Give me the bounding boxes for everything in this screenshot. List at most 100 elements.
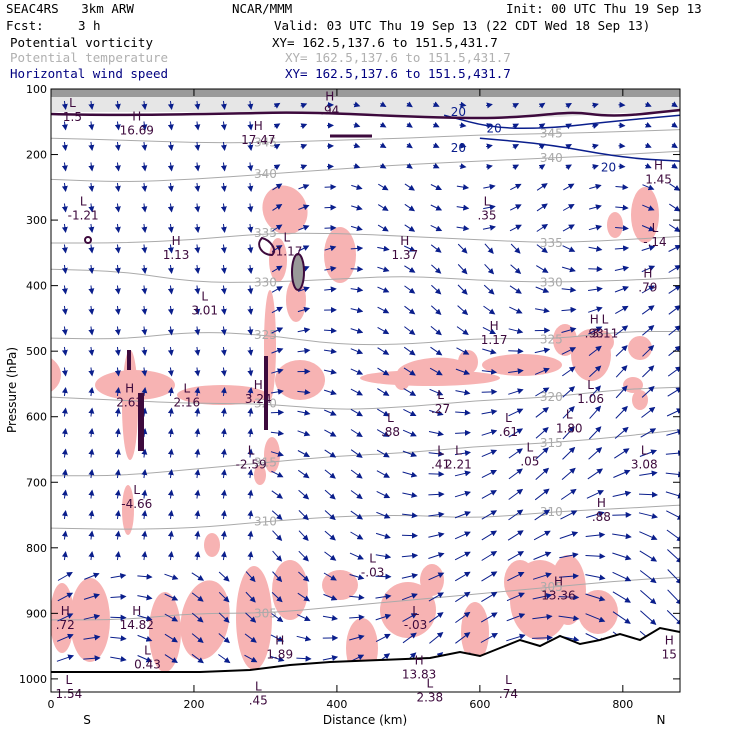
wind-vector <box>349 574 365 580</box>
wind-vector <box>536 265 549 273</box>
wind-vector <box>271 306 283 314</box>
pv-positive-fill <box>272 560 308 620</box>
wind-vector <box>194 551 201 561</box>
wind-vector <box>61 448 68 458</box>
wind-vector <box>271 490 284 499</box>
wind-vector <box>350 531 364 540</box>
wind-vector <box>57 572 73 581</box>
wind-vector <box>220 346 227 356</box>
wind-vector <box>167 448 174 458</box>
wind-vector <box>668 285 680 294</box>
pv-positive-fill <box>51 358 61 392</box>
wind-vector <box>61 182 68 192</box>
wind-vector <box>588 224 603 231</box>
wind-vector <box>247 162 254 172</box>
wind-vector <box>379 101 387 107</box>
wind-vector <box>167 469 174 479</box>
pv-extremum-value: 14.82 <box>120 618 154 632</box>
wind-vector <box>322 655 339 661</box>
wind-vector <box>141 489 148 499</box>
wind-vector <box>455 409 471 416</box>
wind-vector <box>220 162 227 172</box>
wind-vector <box>141 367 148 377</box>
wind-vector <box>88 530 95 540</box>
wind-vector <box>533 551 552 560</box>
wind-vector <box>220 530 227 540</box>
wind-vector <box>534 347 551 354</box>
wind-vector <box>141 407 148 417</box>
wind-vector <box>428 491 445 498</box>
wind-vector <box>508 509 524 521</box>
wind-vector <box>614 426 629 439</box>
wind-vector <box>114 223 121 233</box>
pv-extremum-marker: L <box>255 680 262 694</box>
wind-vector <box>194 162 201 172</box>
wind-vector <box>506 592 525 602</box>
wind-vector <box>641 225 655 232</box>
wind-vector <box>565 103 572 109</box>
wind-vector <box>194 305 201 315</box>
wind-vector <box>247 387 254 397</box>
wind-vector <box>406 121 413 128</box>
wind-vector <box>350 510 364 520</box>
theta-contour-330 <box>51 268 680 283</box>
wind-vector <box>429 388 444 396</box>
wind-vector <box>164 573 179 580</box>
wind-vector <box>61 141 68 151</box>
wind-vector <box>459 163 467 170</box>
wind-vector <box>298 204 310 211</box>
wind-vector <box>273 123 281 130</box>
wind-vector <box>114 448 121 458</box>
wind-vector <box>220 223 227 233</box>
wind-vector <box>114 428 121 438</box>
wind-vector <box>558 594 580 601</box>
wind-vector <box>324 245 337 252</box>
wind-vector <box>508 448 523 459</box>
pv-extremum-value: 1.89 <box>266 648 293 662</box>
wind-vector <box>194 448 201 458</box>
wind-vector <box>114 469 121 479</box>
wind-vector <box>454 531 471 540</box>
wind-vector <box>271 368 284 375</box>
wind-vector <box>377 347 390 355</box>
wind-vector <box>562 204 575 211</box>
wind-vector <box>351 184 363 190</box>
pv-extremum-marker: L <box>412 604 419 618</box>
pv-extremum-value: .88 <box>381 425 400 439</box>
wind-vector <box>377 306 390 314</box>
wind-vector <box>429 409 444 416</box>
wind-vector-layer <box>56 100 680 665</box>
wind-vector <box>324 449 337 458</box>
wind-vector <box>379 162 387 169</box>
wind-vector <box>61 428 68 438</box>
wind-vector <box>247 428 254 438</box>
wind-vector <box>483 204 496 211</box>
wind-vector <box>588 345 602 356</box>
wind-vector <box>457 284 468 295</box>
wind-vector <box>508 408 524 417</box>
wind-vector <box>376 429 390 437</box>
wind-vector <box>455 429 471 436</box>
wind-vector <box>667 589 680 605</box>
pv-extremum-marker: H <box>254 378 263 392</box>
wind-vector <box>586 490 605 499</box>
wind-vector <box>402 492 418 498</box>
wind-vector <box>402 429 417 437</box>
wind-vector <box>167 121 174 131</box>
wind-vector <box>455 368 471 376</box>
wind-vector <box>351 204 363 211</box>
wind-vector <box>350 245 364 252</box>
wind-vector <box>376 511 391 519</box>
wind-vector <box>270 655 285 662</box>
theta-contour-label: 345 <box>540 127 563 141</box>
wind-vector <box>141 387 148 397</box>
wind-vector <box>167 428 174 438</box>
pv-contour-column <box>138 393 144 451</box>
wind-vector <box>561 467 576 480</box>
wind-vector <box>588 245 603 252</box>
wind-vector <box>536 244 548 254</box>
wind-vector <box>141 285 148 295</box>
wind-vector <box>141 326 148 336</box>
wind-vector <box>481 409 498 415</box>
wind-vector <box>298 469 310 479</box>
